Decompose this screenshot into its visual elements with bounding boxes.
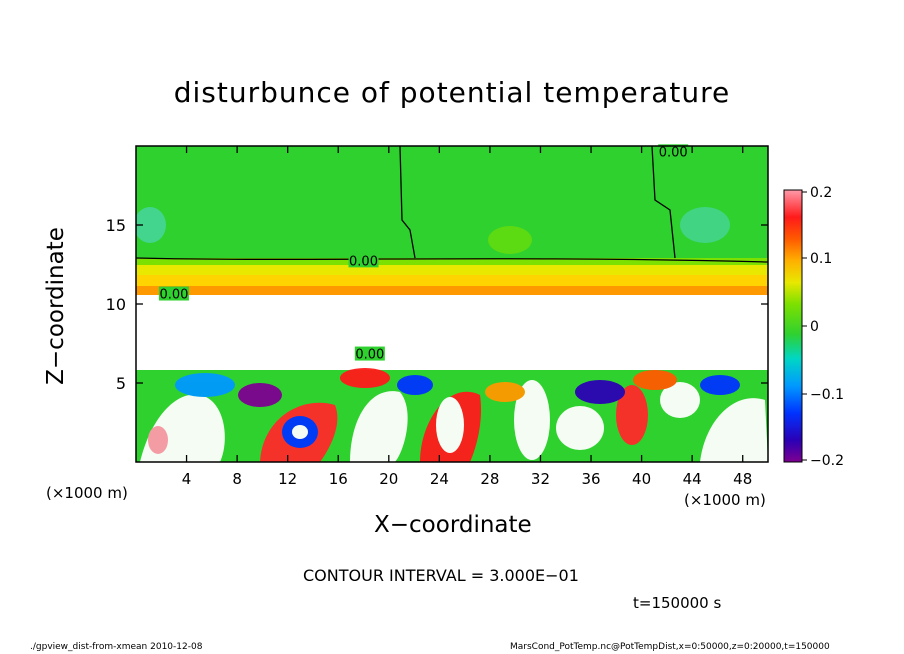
contour-label-bg (348, 253, 379, 268)
time-label: t=150000 s (633, 594, 722, 612)
x-tick-label: 40 (632, 470, 651, 488)
contour-label: 0.00 (355, 348, 384, 363)
contour-interval-text: CONTOUR INTERVAL = 3.000E−01 (303, 566, 579, 585)
contour-label-bg (354, 346, 385, 361)
contour-label: 0.00 (659, 145, 688, 160)
x-tick-label: 4 (182, 470, 192, 488)
x-tick-label: 8 (232, 470, 242, 488)
x-tick-label: 48 (733, 470, 752, 488)
x-unit-label: (×1000 m) (684, 491, 766, 509)
x-tick-label: 44 (683, 470, 702, 488)
x-tick-label: 20 (379, 470, 398, 488)
colorbar-tick-label: −0.2 (810, 453, 844, 469)
y-tick-label: 15 (106, 216, 126, 235)
colorbar-tick-label: −0.1 (810, 387, 844, 403)
contour-label-bg (658, 144, 689, 159)
x-tick-label: 32 (531, 470, 550, 488)
plot-frame (135, 145, 769, 463)
x-axis-label: X−coordinate (374, 512, 532, 538)
x-tick-label: 24 (430, 470, 449, 488)
colorbar-tick-label: 0 (810, 319, 819, 335)
x-tick-label: 36 (581, 470, 600, 488)
colorbar-tick-label: 0.2 (810, 185, 832, 201)
footer-left-text: ./gpview_dist-from-xmean 2010-12-08 (30, 642, 203, 652)
y-tick-label: 10 (106, 295, 126, 314)
x-tick-label: 16 (329, 470, 348, 488)
colorbar-tick-label: 0.1 (810, 251, 832, 267)
contour-label-bg (158, 286, 189, 301)
y-unit-label: (×1000 m) (46, 484, 128, 502)
colorbar (783, 189, 803, 463)
x-tick-label: 28 (480, 470, 499, 488)
contour-label: 0.00 (159, 288, 188, 303)
contour-label: 0.00 (349, 254, 378, 269)
heatmap-field (136, 146, 768, 462)
x-tick-label: 12 (278, 470, 297, 488)
footer-right-text: MarsCond_PotTemp.nc@PotTempDist,x=0:5000… (510, 642, 830, 652)
y-tick-label: 5 (116, 374, 126, 393)
y-axis-label: Z−coordinate (43, 227, 69, 385)
chart-title: disturbunce of potential temperature (173, 76, 731, 109)
